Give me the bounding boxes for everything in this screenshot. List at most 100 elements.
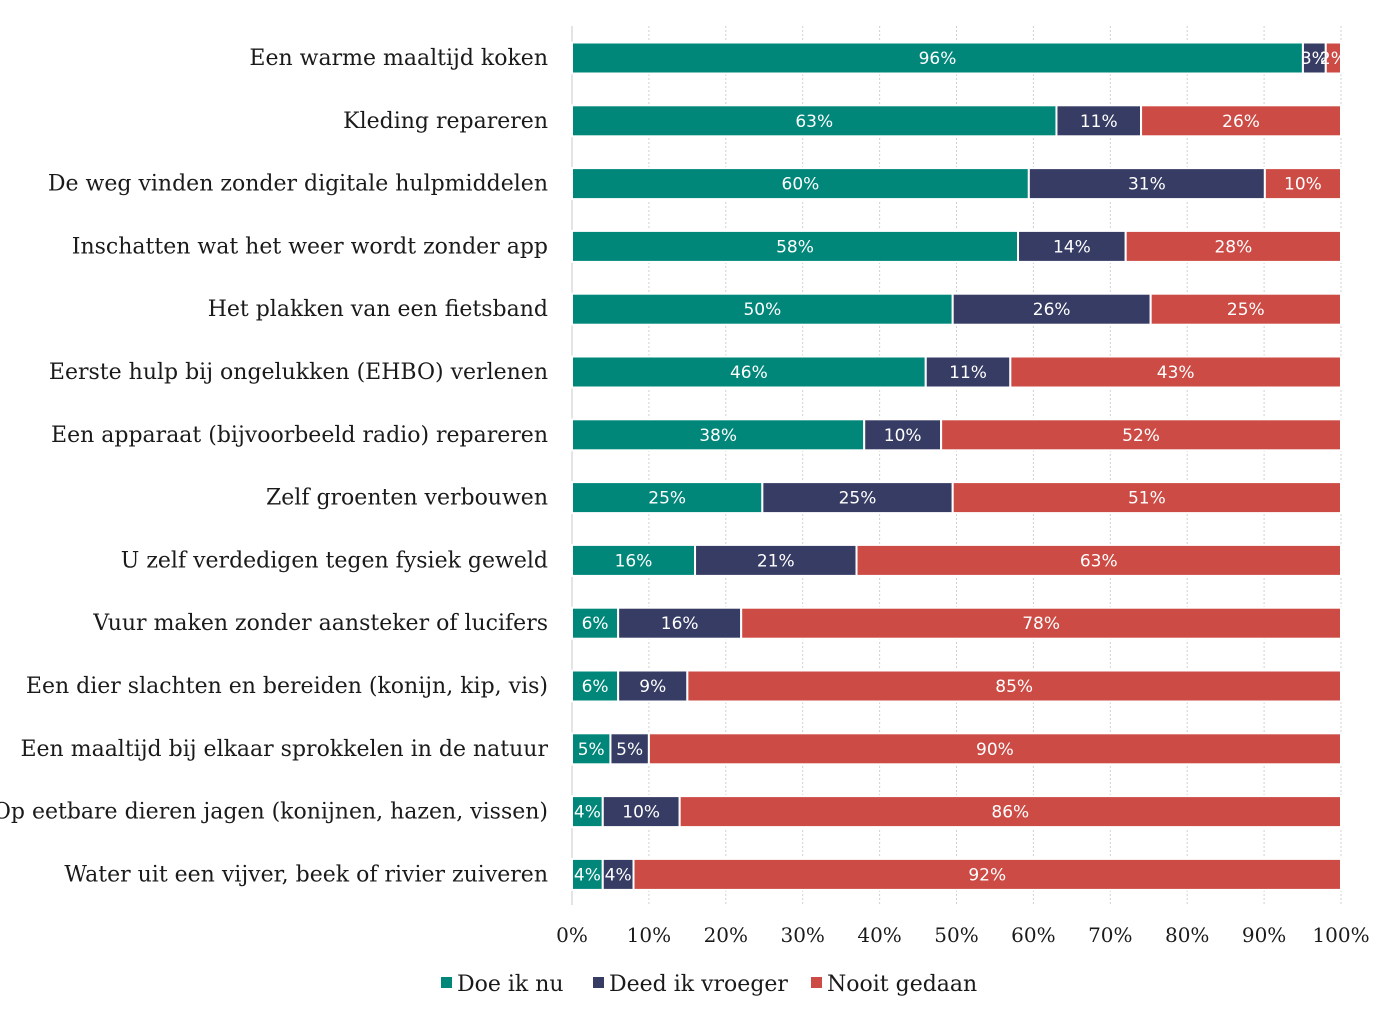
bar-segment	[1124, 229, 1343, 263]
category-label: Een dier slachten en bereiden (konijn, k…	[26, 674, 548, 699]
bar-segment	[1149, 292, 1342, 326]
bar-segment	[571, 41, 1304, 75]
data-label: 5%	[616, 740, 643, 760]
data-label: 86%	[991, 803, 1029, 823]
data-label: 31%	[1128, 175, 1166, 195]
bar-segment	[940, 418, 1342, 452]
category-label: Kleding repareren	[343, 109, 548, 134]
data-label: 21%	[757, 551, 795, 571]
category-label: Eerste hulp bij ongelukken (EHBO) verlen…	[49, 360, 548, 385]
data-label: 85%	[995, 677, 1033, 697]
data-label: 5%	[578, 740, 605, 760]
bar-segment	[1263, 167, 1342, 201]
data-label: 90%	[976, 740, 1014, 760]
data-label: 16%	[615, 551, 653, 571]
data-label: 10%	[622, 803, 660, 823]
data-label: 10%	[1284, 175, 1322, 195]
bar-segment	[1017, 229, 1127, 263]
x-tick-label: 0%	[556, 923, 588, 947]
category-label: Een maaltijd bij elkaar sprokkelen in de…	[20, 737, 548, 762]
category-label: Het plakken van een fietsband	[208, 297, 548, 322]
x-tick-label: 60%	[1011, 923, 1055, 947]
data-label: 14%	[1053, 237, 1091, 257]
bar-segment	[686, 669, 1342, 703]
bar-segment	[1009, 355, 1343, 389]
gridlines	[571, 26, 1342, 905]
data-label: 78%	[1022, 614, 1060, 634]
data-label: 3%	[1301, 49, 1328, 69]
legend-label: Deed ik vroeger	[609, 972, 788, 997]
x-tick-label: 90%	[1242, 923, 1286, 947]
data-label: 11%	[1080, 112, 1118, 132]
bar-segment	[571, 418, 866, 452]
data-label: 96%	[919, 49, 957, 69]
category-label: Een warme maaltijd koken	[249, 46, 548, 71]
bar-segment	[761, 481, 954, 515]
data-label: 52%	[1122, 426, 1160, 446]
data-label: 26%	[1033, 300, 1071, 320]
bar-segment	[678, 795, 1342, 829]
data-label: 38%	[699, 426, 737, 446]
category-label: Inschatten wat het weer wordt zonder app	[72, 234, 548, 259]
data-label: 6%	[582, 614, 609, 634]
category-label: Op eetbare dieren jagen (konijnen, hazen…	[0, 800, 548, 825]
data-label: 25%	[839, 489, 877, 509]
legend: Doe ik nu Deed ik vroeger Nooit gedaan	[441, 972, 977, 997]
data-label: 6%	[582, 677, 609, 697]
bar-segment	[571, 292, 954, 326]
legend-swatch	[811, 977, 822, 988]
bar-segment	[694, 543, 858, 577]
data-label: 25%	[648, 489, 686, 509]
bar-segment	[571, 167, 1030, 201]
bars: 96% 3%2% 63% 11% 26% 60% 31% 10% 58% 14% 28% 50% 26%…	[571, 41, 1347, 891]
x-tick-label: 50%	[934, 923, 978, 947]
legend-label: Doe ik nu	[457, 972, 564, 997]
data-label: 25%	[1227, 300, 1265, 320]
bar-segment	[571, 355, 927, 389]
bar-segment	[609, 732, 650, 766]
x-tick-label: 20%	[704, 923, 748, 947]
bar-segment	[617, 606, 743, 640]
data-label: 4%	[605, 865, 632, 885]
data-label: 63%	[795, 112, 833, 132]
data-label: 26%	[1222, 112, 1260, 132]
x-tick-label: 80%	[1165, 923, 1209, 947]
bar-segment	[740, 606, 1342, 640]
data-label: 92%	[968, 865, 1006, 885]
data-label: 43%	[1157, 363, 1195, 383]
category-label: De weg vinden zonder digitale hulpmiddel…	[48, 172, 548, 197]
x-tick-label: 10%	[627, 923, 671, 947]
bar-segment	[1055, 104, 1143, 138]
bar-segment	[571, 669, 620, 703]
x-tick-label: 40%	[857, 923, 901, 947]
bar-segment	[924, 355, 1012, 389]
bar-segment	[855, 543, 1343, 577]
x-tick-label: 70%	[1088, 923, 1132, 947]
bar-segment	[571, 481, 764, 515]
data-label: 50%	[743, 300, 781, 320]
category-label: Een apparaat (bijvoorbeeld radio) repare…	[51, 423, 548, 448]
bar-segment	[571, 857, 604, 891]
data-label: 60%	[782, 175, 820, 195]
data-label: 10%	[884, 426, 922, 446]
legend-swatch	[593, 977, 604, 988]
legend-label: Nooit gedaan	[827, 972, 977, 997]
bar-segment	[1324, 41, 1342, 75]
data-label: 9%	[639, 677, 666, 697]
data-label: 2%	[1320, 49, 1347, 69]
bar-segment	[617, 669, 689, 703]
category-label: Vuur maken zonder aansteker of lucifers	[92, 611, 548, 636]
x-tick-label: 100%	[1312, 923, 1369, 947]
data-label: 11%	[949, 363, 987, 383]
category-label: Water uit een vijver, beek of rivier zui…	[64, 862, 548, 887]
data-label: 51%	[1128, 489, 1166, 509]
data-label: 4%	[574, 803, 601, 823]
data-label: 58%	[776, 237, 814, 257]
data-label: 28%	[1214, 237, 1252, 257]
category-label: Zelf groenten verbouwen	[266, 486, 548, 511]
data-label: 63%	[1080, 551, 1118, 571]
bar-segment	[647, 732, 1342, 766]
data-label: 4%	[574, 865, 601, 885]
